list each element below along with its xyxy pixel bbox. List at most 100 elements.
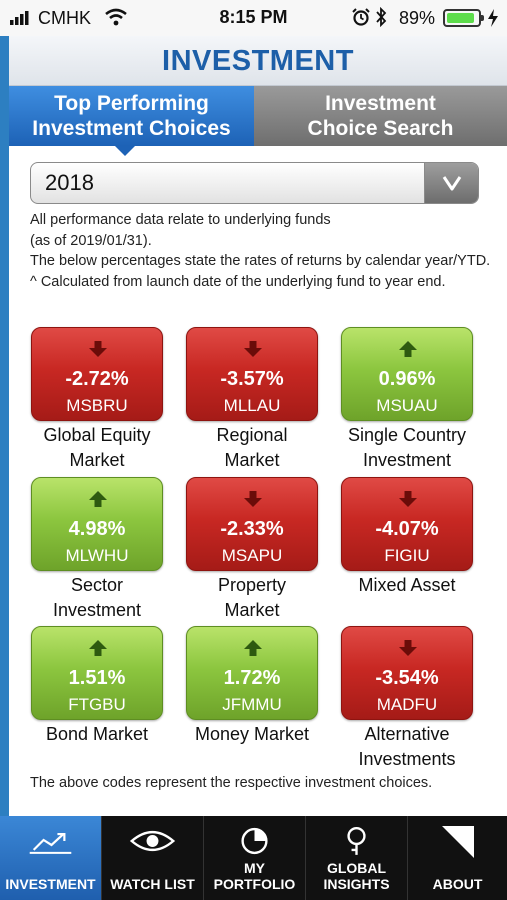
battery-icon (443, 9, 484, 27)
nav-watch-list[interactable]: WATCH LIST (102, 816, 204, 900)
category-label-line: Single Country (347, 425, 467, 445)
category-label-line: Sector (70, 575, 124, 595)
arrow-up-icon (89, 640, 107, 656)
return-percentage: -3.57% (220, 368, 284, 390)
fund-code: MSUAU (376, 396, 438, 415)
wifi-icon (105, 8, 127, 26)
nav-label: PORTFOLIO (213, 876, 296, 892)
note-line: The below percentages state the rates of… (30, 253, 491, 269)
nav-label-wrap: MY PORTFOLIO (204, 860, 305, 892)
investment-tile[interactable]: -2.33% MSAPU (186, 477, 318, 571)
category-label-line: Global Equity (43, 425, 151, 445)
battery-percentage: 89% (399, 8, 436, 28)
eye-icon (129, 830, 176, 852)
note-line: (as of 2019/01/31). (30, 232, 152, 249)
fund-code: FIGIU (384, 546, 430, 565)
return-percentage: -2.72% (65, 368, 129, 390)
tab-top-performing[interactable]: Top Performing Investment Choices (9, 86, 254, 156)
nav-label: WATCH LIST (110, 876, 195, 892)
return-percentage: -3.54% (375, 667, 439, 689)
category-label: Sector Investment (17, 573, 177, 623)
bluetooth-icon (376, 7, 387, 27)
arrow-up-icon (399, 341, 417, 357)
tab-label-line1: Investment (325, 92, 436, 115)
status-bar: CMHK 8:15 PM 89% (0, 0, 507, 36)
nav-my-portfolio[interactable]: MY PORTFOLIO (204, 816, 306, 900)
tab-label-line1: Top Performing (54, 92, 209, 115)
investment-tile[interactable]: 4.98% MLWHU (31, 477, 163, 571)
disclaimer-notes: All performance data relate to underlyin… (30, 210, 500, 292)
fund-code: JFMMU (222, 695, 282, 714)
fund-code: MLLAU (223, 396, 281, 415)
category-label-line: Mixed Asset (358, 575, 456, 595)
tab-choice-search[interactable]: Investment Choice Search (254, 86, 507, 146)
return-percentage: -2.33% (220, 518, 284, 540)
category-label: Single Country Investment (327, 423, 487, 473)
dropdown-toggle[interactable] (424, 163, 478, 203)
category-label-line: Alternative (364, 724, 450, 744)
investment-tile[interactable]: -3.54% MADFU (341, 626, 473, 720)
return-percentage: 1.51% (68, 667, 126, 689)
arrow-up-icon (244, 640, 262, 656)
nav-global-insights[interactable]: GLOBAL INSIGHTS (306, 816, 408, 900)
investment-tile[interactable]: 0.96% MSUAU (341, 327, 473, 421)
investment-tile[interactable]: 1.51% FTGBU (31, 626, 163, 720)
status-time: 8:15 PM (219, 7, 288, 27)
arrow-down-icon (244, 341, 262, 357)
nav-label: MY (244, 860, 265, 876)
category-label: Mixed Asset (327, 573, 487, 598)
category-label-line: Property (217, 575, 287, 595)
fund-code: MLWHU (65, 546, 129, 565)
nav-investment[interactable]: INVESTMENT (0, 816, 102, 900)
investment-tile[interactable]: 1.72% JFMMU (186, 626, 318, 720)
nav-label: INSIGHTS (323, 876, 390, 892)
tab-label-line2: Choice Search (307, 117, 454, 140)
tab-bar: Top Performing Investment Choices Invest… (9, 86, 507, 156)
category-label: Global Equity Market (17, 423, 177, 473)
side-accent-bar (0, 36, 9, 816)
investment-tile[interactable]: -3.57% MLLAU (186, 327, 318, 421)
nav-label: GLOBAL (326, 860, 387, 876)
category-label-line: Investments (358, 749, 456, 769)
fund-code: MADFU (376, 695, 438, 714)
carrier-name: CMHK (38, 8, 91, 28)
investment-tile[interactable]: -4.07% FIGIU (341, 477, 473, 571)
category-label-line: Money Market (194, 724, 310, 744)
fund-code: MSAPU (221, 546, 283, 565)
arrow-up-icon (89, 491, 107, 507)
investment-tile[interactable]: -2.72% MSBRU (31, 327, 163, 421)
category-label-line: Market (224, 600, 280, 620)
return-percentage: -4.07% (375, 518, 439, 540)
arrow-down-icon (399, 640, 417, 656)
category-label-line: Market (224, 450, 280, 470)
category-label: Alternative Investments (327, 722, 487, 772)
nav-about[interactable]: ABOUT (408, 816, 507, 900)
category-label-line: Regional (216, 425, 288, 445)
note-line: ^ Calculated from launch date of the und… (30, 273, 446, 290)
arrow-down-icon (399, 491, 417, 507)
category-label-line: Investment (52, 600, 142, 620)
note-line: All performance data relate to underlyin… (30, 212, 331, 228)
page-title: INVESTMENT (162, 45, 354, 77)
fund-code: MSBRU (66, 396, 128, 415)
nav-label: ABOUT (432, 876, 483, 892)
arrow-down-icon (89, 341, 107, 357)
category-label: Property Market (172, 573, 332, 623)
nav-label: INVESTMENT (5, 876, 96, 892)
arrow-down-icon (244, 491, 262, 507)
pie-chart-icon (241, 827, 268, 855)
category-label: Money Market (172, 722, 332, 747)
year-dropdown[interactable]: 2018 (30, 162, 479, 204)
chart-trend-icon (29, 832, 72, 854)
year-dropdown-value: 2018 (45, 170, 94, 195)
bottom-navigation: INVESTMENT WATCH LIST MY PORTFOLIO GLOBA… (0, 816, 507, 900)
page-header: INVESTMENT (9, 36, 507, 86)
chevron-down-icon (442, 176, 462, 191)
category-label-line: Market (69, 450, 125, 470)
alarm-icon (352, 8, 370, 26)
signal-strength-icon (10, 11, 29, 25)
return-percentage: 4.98% (68, 518, 126, 540)
category-label: Regional Market (172, 423, 332, 473)
return-percentage: 0.96% (378, 368, 436, 390)
category-label-line: Bond Market (45, 724, 149, 744)
